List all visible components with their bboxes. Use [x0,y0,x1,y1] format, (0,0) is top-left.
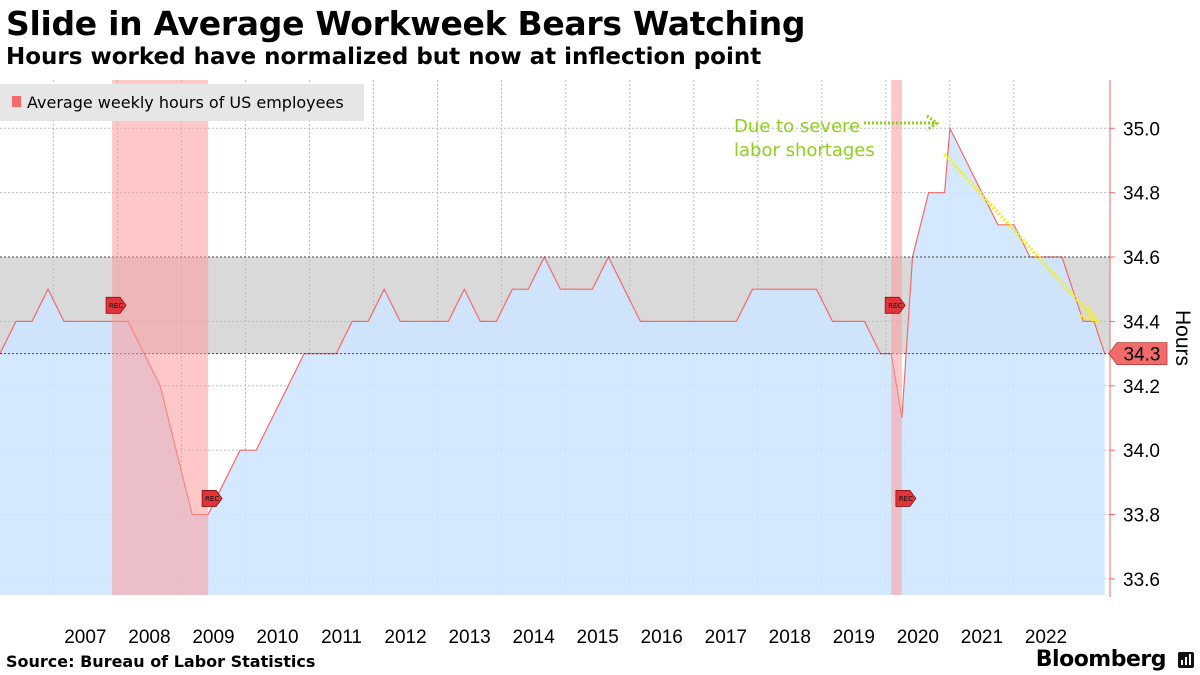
annotation-text: Due to severe [734,116,860,137]
recession-marker-flag [105,296,127,314]
x-tick-label: 2019 [833,627,875,648]
recession-marker-flag [884,296,906,314]
brand-logo: Bloomberg [1035,647,1167,672]
legend-swatch [12,96,21,107]
last-value-label: 34.3 [1124,345,1161,366]
x-tick-label: 2014 [513,627,556,648]
recession-marker: REC [895,490,917,507]
x-tick-label: 2015 [577,627,619,648]
trend-arrow [943,152,1096,320]
last-value-tag-bg [1108,342,1168,365]
source-note: Source: Bureau of Labor Statistics [6,652,316,671]
x-tick-label: 2022 [1025,627,1067,648]
recession-marker-flag [201,490,223,507]
annotation-text: labor shortages [734,140,875,161]
legend: Average weekly hours of US employees [0,84,364,121]
y-tick-label: 34.2 [1123,377,1160,398]
y-tick-label: 33.8 [1123,506,1160,527]
bloomberg-bars-icon [1178,652,1194,668]
series-area [0,128,1105,596]
recession-marker-label: REC [205,495,219,503]
recession-marker-flag [895,490,917,507]
x-tick-label: 2012 [384,627,426,648]
y-tick-label: 34.6 [1123,248,1160,269]
y-tick-label: 33.6 [1123,570,1160,591]
y-axis-title: Hours [1171,310,1194,366]
last-value-tag: 34.3 [1108,342,1168,366]
x-tick-label: 2016 [641,627,683,648]
y-tick-label: 34.0 [1123,441,1160,462]
legend-background [0,84,364,121]
recession-shading [112,80,209,595]
recession-marker: REC [884,296,906,314]
y-tick-label: 35.0 [1123,119,1160,140]
recession-marker-label: REC [109,302,123,310]
chart-title: Slide in Average Workweek Bears Watching [6,4,806,43]
recession-marker-label: REC [899,495,913,503]
x-tick-label: 2009 [192,627,234,648]
legend-label: Average weekly hours of US employees [27,93,344,112]
x-tick-label: 2013 [448,627,490,648]
x-tick-label: 2008 [128,627,170,648]
y-tick-label: 34.4 [1123,312,1160,333]
x-tick-label: 2010 [256,627,298,648]
x-tick-label: 2018 [769,627,811,648]
x-tick-label: 2011 [321,627,362,648]
recession-marker: REC [105,296,127,314]
x-tick-label: 2021 [961,627,1003,648]
recession-shading [891,80,902,595]
x-tick-label: 2020 [897,627,939,648]
trend-arrowhead [1079,305,1101,324]
y-tick-label: 34.8 [1123,184,1160,205]
x-tick-label: 2017 [705,627,747,648]
x-tick-label: 2007 [64,627,106,648]
annotation-arrowhead [926,114,940,132]
recession-marker: REC [201,490,223,507]
recession-marker-label: REC [888,302,902,310]
chart-subtitle: Hours worked have normalized but now at … [6,44,762,70]
